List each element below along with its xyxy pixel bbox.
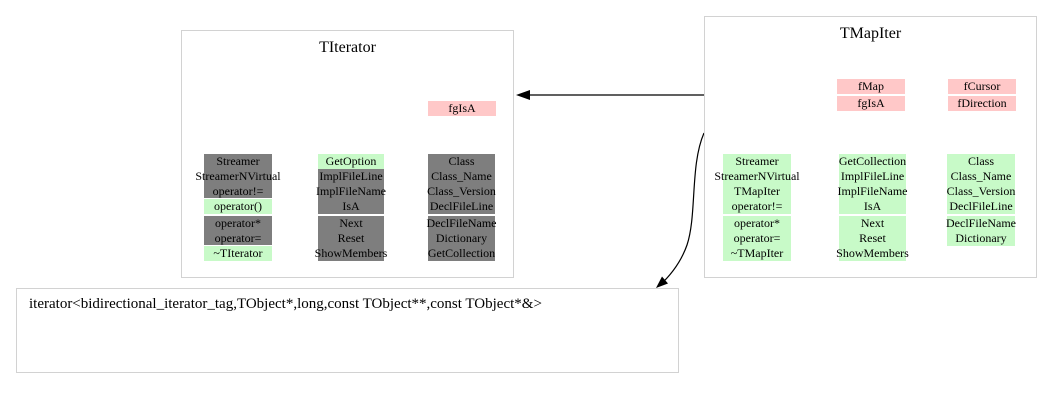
method-cell[interactable]: Class	[428, 154, 495, 169]
data-member-cell-fmap[interactable]: fMap	[837, 79, 905, 94]
method-cell[interactable]: GetCollection	[427, 246, 496, 261]
method-cell[interactable]: operator()	[204, 199, 272, 214]
method-cell[interactable]: Class_Version	[427, 184, 496, 199]
class-title-titerator[interactable]: TIterator	[319, 39, 376, 56]
method-column-3: Class Class_Name Class_Version DeclFileL…	[946, 154, 1016, 246]
data-member-cell-fgisa[interactable]: fgIsA	[837, 96, 905, 111]
method-cell[interactable]: ImplFileLine	[839, 169, 906, 184]
method-cell[interactable]: DeclFileLine	[947, 199, 1015, 214]
data-member-cell-fgisa[interactable]: fgIsA	[428, 101, 496, 116]
method-cell[interactable]: IsA	[839, 199, 906, 214]
data-member-cell-fcursor[interactable]: fCursor	[948, 79, 1016, 94]
method-cell[interactable]: ImplFileName	[316, 184, 386, 199]
typedef-arrow-curve	[658, 132, 705, 287]
method-cell[interactable]: StreamerNVirtual	[714, 169, 800, 184]
method-cell[interactable]: Class_Name	[947, 169, 1015, 184]
method-cell[interactable]: Streamer	[204, 154, 272, 169]
method-cell[interactable]: Reset	[839, 231, 906, 246]
method-cell[interactable]: ImplFileLine	[318, 169, 384, 184]
method-column-2: GetCollection ImplFileLine ImplFileName …	[836, 154, 909, 261]
method-cell[interactable]: IsA	[318, 199, 384, 214]
method-cell[interactable]: ~TMapIter	[723, 246, 791, 261]
method-cell[interactable]: Streamer	[723, 154, 791, 169]
method-cell[interactable]: operator!=	[204, 184, 272, 199]
method-cell[interactable]: Dictionary	[428, 231, 495, 246]
method-cell[interactable]: operator*	[723, 216, 791, 231]
method-cell[interactable]: operator!=	[723, 199, 791, 214]
class-title-tmapiter[interactable]: TMapIter	[839, 25, 902, 42]
method-cell[interactable]: ~TIterator	[204, 246, 272, 261]
class-box-tmapiter: TMapIter fMap fgIsA fCursor fDirection S…	[704, 16, 1037, 278]
method-cell[interactable]: Class	[947, 154, 1015, 169]
method-cell[interactable]: operator=	[723, 231, 791, 246]
method-cell[interactable]: DeclFileName	[426, 216, 497, 231]
method-cell[interactable]: ShowMembers	[836, 246, 909, 261]
method-cell[interactable]: ShowMembers	[314, 246, 388, 261]
method-cell[interactable]: DeclFileName	[946, 216, 1016, 231]
method-cell[interactable]: operator=	[204, 231, 272, 246]
method-cell[interactable]: DeclFileLine	[428, 199, 495, 214]
class-box-titerator: TIterator fgIsA Streamer StreamerNVirtua…	[181, 30, 514, 278]
method-cell[interactable]: StreamerNVirtual	[195, 169, 281, 184]
method-cell[interactable]: GetCollection	[838, 154, 907, 169]
inheritance-arrowhead-icon	[516, 90, 530, 100]
method-cell[interactable]: Dictionary	[947, 231, 1015, 246]
method-column-1: Streamer StreamerNVirtual TMapIter opera…	[714, 154, 800, 261]
method-cell[interactable]: operator*	[204, 216, 272, 231]
method-cell[interactable]: Next	[839, 216, 906, 231]
method-column-1: Streamer StreamerNVirtual operator!= ope…	[195, 154, 281, 261]
method-cell[interactable]: ImplFileName	[837, 184, 908, 199]
method-cell[interactable]: TMapIter	[723, 184, 791, 199]
method-cell[interactable]: Class_Name	[428, 169, 495, 184]
method-column-3: Class Class_Name Class_Version DeclFileL…	[426, 154, 497, 261]
method-cell[interactable]: GetOption	[318, 154, 384, 169]
typedef-arrowhead-icon	[656, 276, 668, 288]
typedef-box: iterator<bidirectional_iterator_tag,TObj…	[16, 288, 679, 373]
typedef-text[interactable]: iterator<bidirectional_iterator_tag,TObj…	[29, 296, 542, 312]
method-cell[interactable]: Next	[318, 216, 384, 231]
method-cell[interactable]: Reset	[318, 231, 384, 246]
method-column-2: GetOption ImplFileLine ImplFileName IsA …	[314, 154, 388, 261]
data-member-cell-fdirection[interactable]: fDirection	[948, 96, 1016, 111]
method-cell[interactable]: Class_Version	[946, 184, 1016, 199]
